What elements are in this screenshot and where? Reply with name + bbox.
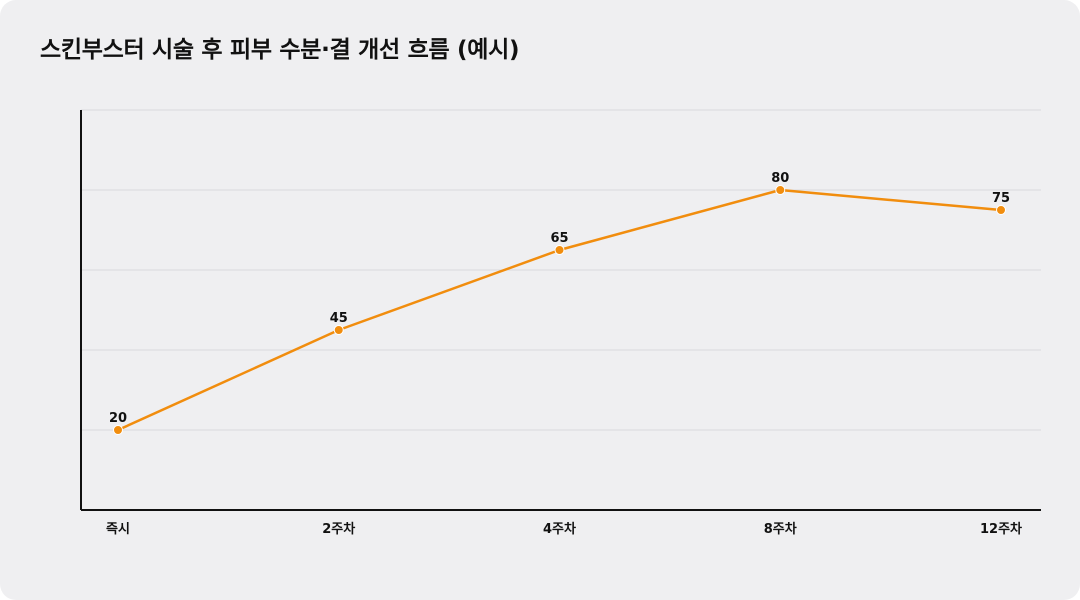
data-point [333,325,344,335]
data-label: 65 [550,231,568,246]
data-label: 45 [330,311,348,326]
x-tick-label: 8주차 [764,521,797,537]
x-tick-label: 12주차 [980,521,1022,537]
x-tick-label: 즉시 [106,522,130,537]
data-point [113,425,123,435]
chart-title: 스킨부스터 시술 후 피부 수분·결 개선 흐름 (예시) [40,37,520,63]
x-tick-label: 4주차 [543,521,576,537]
data-point [996,205,1006,215]
data-point [775,185,786,195]
data-label: 20 [109,411,127,426]
x-tick-label: 2주차 [322,521,355,537]
data-label: 80 [771,171,789,186]
data-point [554,245,565,255]
series-line [116,188,1003,432]
data-label: 75 [992,191,1010,206]
